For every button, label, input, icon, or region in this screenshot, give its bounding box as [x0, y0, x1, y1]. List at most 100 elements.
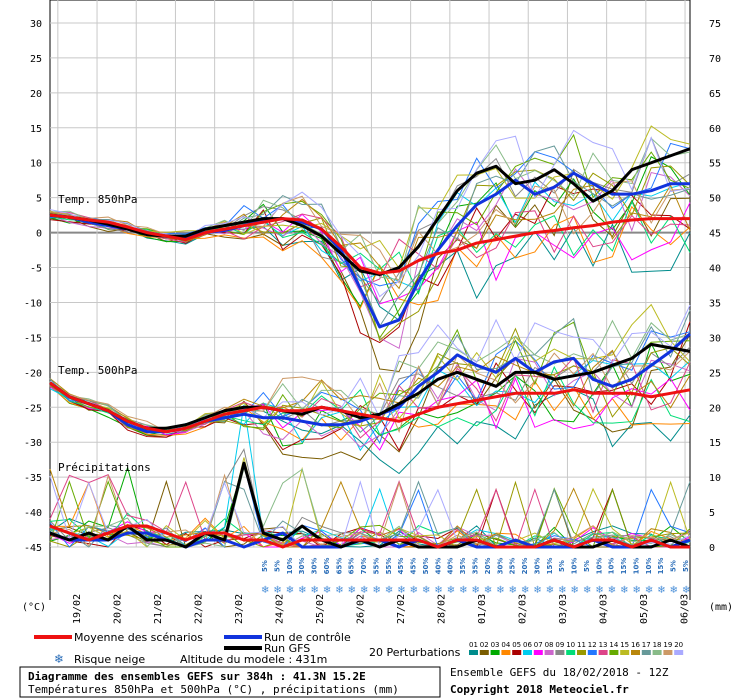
snowflake-icon: ❄ [54, 652, 64, 666]
perturbation-number: 15 [620, 641, 629, 649]
legend-control-label: Run de contrôle [264, 631, 351, 644]
footer: Diagramme des ensembles GEFS sur 384h : … [19, 666, 669, 698]
grid [49, 0, 691, 600]
panel-label-t500: Temp. 500hPa [58, 364, 137, 377]
right-tick-label: 30 [709, 333, 721, 344]
snowflake-icon: ❄ [447, 585, 455, 596]
perturbation-swatch [674, 650, 684, 655]
snowflake-icon: ❄ [571, 585, 579, 596]
right-tick-label: 25 [709, 368, 721, 379]
left-tick-label: -15 [24, 333, 42, 344]
snowflake-icon: ❄ [608, 585, 616, 596]
perturbation-number: 05 [512, 641, 521, 649]
snowflake-icon: ❄ [583, 585, 591, 596]
legend-perturbations-label: 20 Perturbations [369, 646, 461, 659]
x-tick-label: 23/02 [234, 594, 245, 624]
left-tick-label: 30 [30, 19, 42, 30]
snow-risk-label: 20% [484, 558, 492, 575]
perturbation-swatches: 01 02 03 04 05 06 07 08 09 10 11 12 13 14 15 16 17 18 19 20 [469, 641, 684, 655]
left-tick-label: -45 [24, 543, 42, 554]
footer-copyright: Copyright 2018 Meteociel.fr [450, 683, 629, 696]
left-tick-label: -10 [24, 298, 42, 309]
perturbation-number: 17 [642, 641, 651, 649]
gfs-precip-line [49, 461, 691, 549]
right-tick-label: 50 [709, 194, 721, 205]
snowflake-icon: ❄ [298, 585, 306, 596]
x-tick-label: 21/02 [153, 594, 164, 624]
snowflake-icon: ❄ [595, 585, 603, 596]
left-axis-ticks: 30 25 20 15 10 5 0 -5 -10 -15 -20 -25 -30 -35 -40 -45 [24, 19, 42, 554]
perturbation-number: 01 [469, 641, 478, 649]
perturbation-swatch [469, 650, 478, 655]
perturbation-number: 10 [566, 641, 575, 649]
right-axis-unit: (mm) [709, 602, 733, 613]
snow-risk-label: 40% [434, 558, 442, 575]
snowflake-icon: ❄ [397, 585, 405, 596]
right-tick-label: 65 [709, 89, 721, 100]
snow-risk-label: 10% [595, 558, 603, 575]
snow-risk-label: 10% [571, 558, 579, 575]
x-tick-label: 06/03 [680, 594, 691, 624]
snow-risk-label: 50% [422, 558, 430, 575]
main-series-lines [49, 147, 692, 549]
x-tick-label: 02/03 [518, 594, 529, 624]
snowflake-icon: ❄ [620, 585, 628, 596]
left-tick-label: -25 [24, 403, 42, 414]
snowflake-icon: ❄ [632, 585, 640, 596]
perturbation-swatch [533, 650, 543, 655]
right-tick-label: 5 [709, 508, 715, 519]
x-tick-label: 20/02 [113, 594, 124, 624]
snow-risk-label: 20% [521, 558, 529, 575]
snow-risk-label: 60% [323, 558, 331, 575]
x-tick-label: 25/02 [315, 594, 326, 624]
snowflake-icon: ❄ [348, 585, 356, 596]
right-tick-label: 0 [709, 543, 715, 554]
x-tick-label: 05/03 [639, 594, 650, 624]
perturbation-swatch [652, 650, 662, 655]
snow-risk-band: 5% ❄ 5% ❄ 10% ❄ 30% ❄ 30% ❄ 60% ❄ 65% ❄ 65% ❄ 70% ❄ 55% ❄ 55… [261, 558, 690, 596]
perturbation-number: 14 [609, 641, 618, 649]
snowflake-icon: ❄ [657, 585, 665, 596]
snow-risk-label: 55% [372, 558, 380, 575]
snowflake-icon: ❄ [360, 585, 368, 596]
snow-risk-label: 70% [360, 558, 368, 575]
perturbation-precip-line [49, 473, 691, 548]
perturbation-swatch [609, 650, 619, 655]
perturbation-t850-line [49, 180, 691, 284]
snow-risk-label: 40% [447, 558, 455, 575]
perturbation-number: 08 [545, 641, 554, 649]
right-tick-label: 75 [709, 19, 721, 30]
snow-risk-label: 15% [620, 558, 628, 575]
left-tick-label: 5 [36, 194, 42, 205]
snow-risk-label: 35% [472, 558, 480, 575]
perturbation-swatch [490, 650, 500, 655]
snowflake-icon: ❄ [645, 585, 653, 596]
left-tick-label: 15 [30, 124, 42, 135]
snowflake-icon: ❄ [286, 585, 294, 596]
snow-risk-label: 10% [645, 558, 653, 575]
perturbation-swatch [555, 650, 565, 655]
left-tick-label: 25 [30, 54, 42, 65]
perturbation-number: 09 [555, 641, 564, 649]
perturbation-swatch [544, 650, 554, 655]
right-tick-label: 45 [709, 229, 721, 240]
x-tick-label: 28/02 [437, 594, 448, 624]
left-tick-label: 10 [30, 159, 42, 170]
perturbation-t500-line [49, 350, 691, 434]
perturbation-swatch [577, 650, 586, 655]
panel-label-precip: Précipitations [58, 461, 151, 474]
snow-risk-label: 15% [546, 558, 554, 575]
perturbation-swatch [512, 650, 522, 655]
right-tick-label: 70 [709, 54, 721, 65]
perturbation-number: 16 [631, 641, 640, 649]
snowflake-icon: ❄ [434, 585, 442, 596]
right-tick-label: 55 [709, 159, 721, 170]
snow-risk-label: 30% [298, 558, 306, 575]
perturbation-number: 18 [653, 641, 662, 649]
legend-mean-label: Moyenne des scénarios [74, 631, 203, 644]
snow-risk-label: 5% [682, 560, 690, 572]
snow-risk-label: 35% [459, 558, 467, 575]
right-tick-label: 15 [709, 438, 721, 449]
perturbation-swatch [566, 650, 576, 655]
snowflake-icon: ❄ [521, 585, 529, 596]
